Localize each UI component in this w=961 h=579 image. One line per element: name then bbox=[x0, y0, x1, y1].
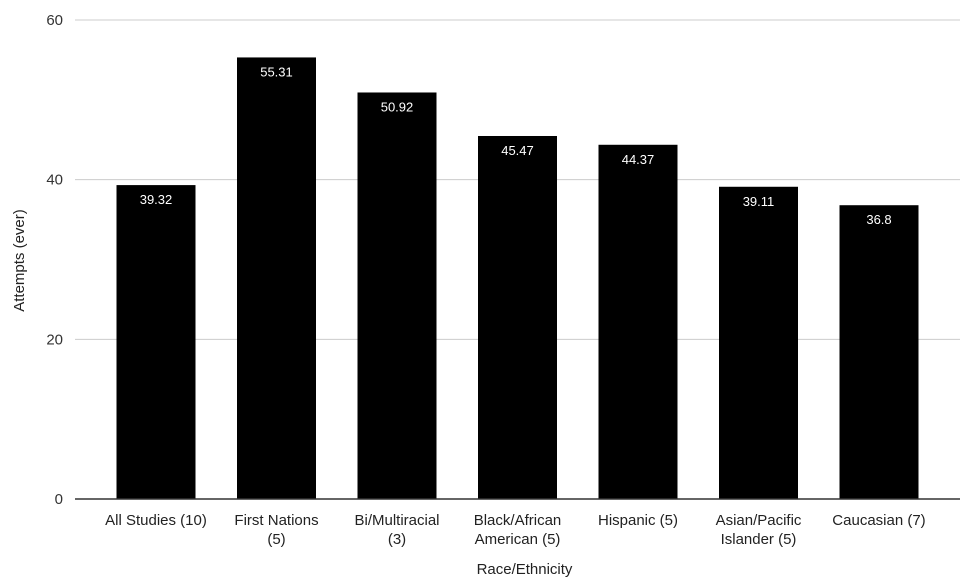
x-tick-label: (3) bbox=[388, 531, 406, 548]
bars: 39.32 55.31 50.92 45.47 44.37 39.11 36.8 bbox=[116, 57, 919, 500]
x-tick-label: Caucasian (7) bbox=[832, 512, 925, 529]
y-tick-label: 0 bbox=[55, 491, 63, 508]
x-tick-label: Islander (5) bbox=[721, 531, 797, 548]
bar bbox=[237, 57, 316, 499]
y-tick-labels: 0 20 40 60 bbox=[46, 12, 63, 508]
x-tick-label: Black/African bbox=[474, 512, 562, 529]
bar bbox=[719, 186, 798, 499]
data-label: 50.92 bbox=[381, 99, 414, 114]
y-tick-label: 20 bbox=[46, 331, 63, 348]
y-tick-label: 40 bbox=[46, 172, 63, 189]
x-tick-label: Asian/Pacific bbox=[716, 512, 802, 529]
data-label: 45.47 bbox=[501, 143, 534, 158]
y-axis-title: Attempts (ever) bbox=[11, 209, 28, 312]
bar bbox=[598, 144, 678, 500]
data-label: 39.32 bbox=[140, 192, 173, 207]
x-tick-label: Bi/Multiracial bbox=[354, 512, 439, 529]
bar bbox=[116, 185, 196, 499]
x-tick-labels: All Studies (10) First Nations (5) Bi/Multi… bbox=[105, 512, 926, 548]
x-tick-label: American (5) bbox=[475, 531, 561, 548]
data-label: 55.31 bbox=[260, 64, 293, 79]
x-tick-label: All Studies (10) bbox=[105, 512, 207, 529]
x-tick-label: First Nations bbox=[234, 512, 318, 529]
data-label: 36.8 bbox=[866, 212, 891, 227]
x-tick-label: Hispanic (5) bbox=[598, 512, 678, 529]
bar bbox=[839, 205, 919, 500]
bar bbox=[357, 92, 437, 499]
y-tick-label: 60 bbox=[46, 12, 63, 29]
data-label: 44.37 bbox=[622, 152, 655, 167]
data-label: 39.11 bbox=[743, 194, 775, 209]
bar bbox=[478, 135, 557, 499]
x-axis-title: Race/Ethnicity bbox=[477, 561, 573, 578]
x-tick-label: (5) bbox=[267, 531, 285, 548]
